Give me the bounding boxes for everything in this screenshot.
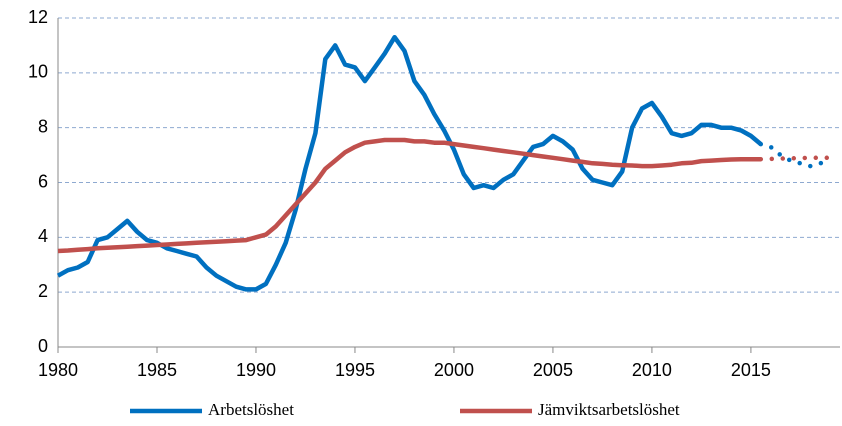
y-tick-label: 2 [38,281,48,301]
line-series [57,137,761,254]
y-tick-label: 12 [28,7,48,27]
legend-label: Jämviktsarbetslöshet [538,400,680,419]
x-tick-label: 1985 [137,360,177,380]
line-series [56,34,763,292]
x-tick-label: 1990 [236,360,276,380]
x-tick-label: 2010 [632,360,672,380]
y-tick-label: 8 [38,116,48,136]
y-tick-label: 6 [38,171,48,191]
forecast-series [758,141,833,169]
x-tick-label: 2015 [731,360,771,380]
legend-label: Arbetslöshet [208,400,294,419]
forecast-series [758,155,833,162]
x-tick-label: 1980 [38,360,78,380]
x-tick-label: 1995 [335,360,375,380]
x-tick-label: 2005 [533,360,573,380]
y-tick-label: 4 [38,226,48,246]
x-tick-label: 2000 [434,360,474,380]
y-tick-label: 10 [28,62,48,82]
y-tick-label: 0 [38,336,48,356]
